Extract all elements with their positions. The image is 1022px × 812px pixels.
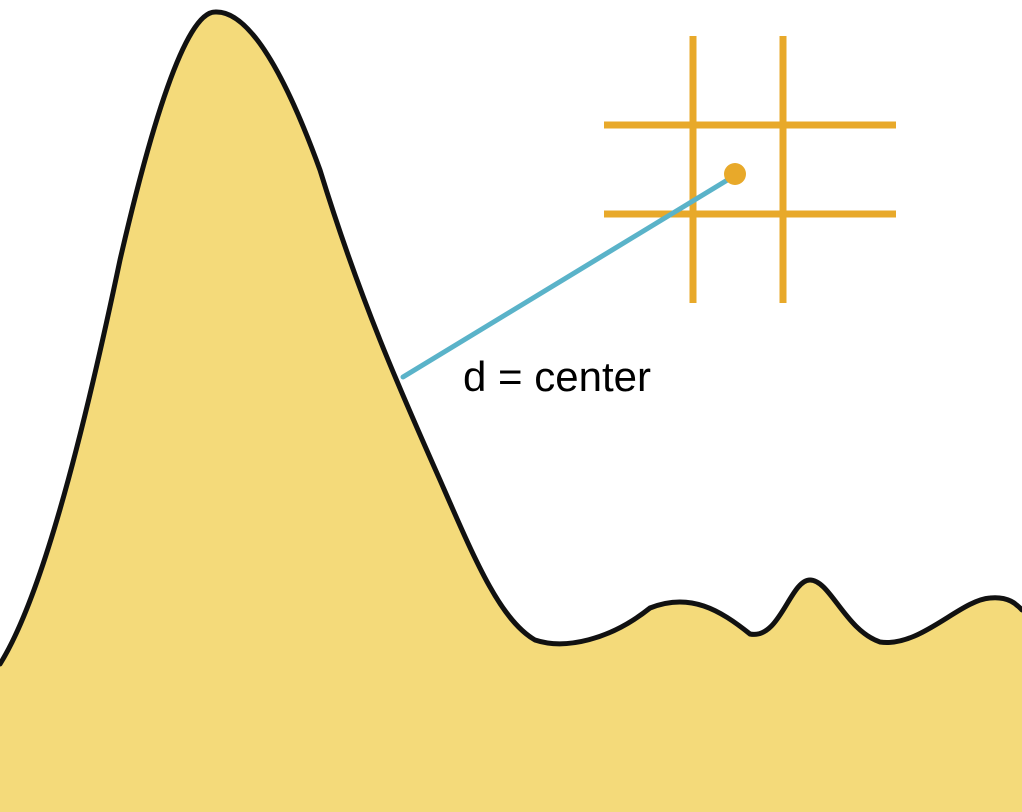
distance-label: d = center: [463, 353, 651, 400]
center-dot: [724, 163, 746, 185]
